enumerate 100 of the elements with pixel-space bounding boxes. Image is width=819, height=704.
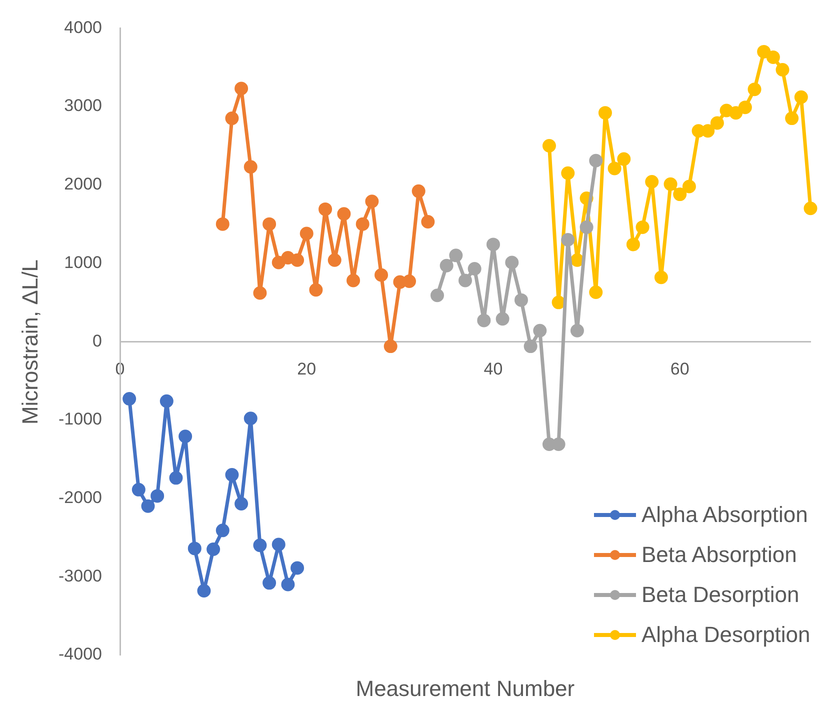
point [449,248,463,262]
point [234,82,248,96]
point [701,124,715,138]
point [617,152,631,166]
point [645,175,659,189]
point [561,166,575,180]
point [300,226,314,240]
y-tick-label: -4000 [58,644,102,664]
point [262,217,276,231]
point [309,283,323,297]
point [748,82,762,96]
point [804,202,818,216]
point [365,194,379,208]
y-tick-label: 3000 [64,96,102,116]
legend-label: Beta Desorption [642,582,800,608]
point [738,100,752,114]
point [440,258,454,272]
point [589,154,603,168]
y-tick-label: 2000 [64,174,102,194]
point [570,253,584,267]
point [141,499,155,513]
point [122,392,136,406]
point [561,232,575,246]
point [290,253,304,267]
point [225,112,239,126]
point [496,312,510,326]
point [262,576,276,590]
y-tick-label: -1000 [58,410,102,429]
point [272,538,286,552]
point [468,262,482,276]
point [589,285,603,299]
x-axis-title: Measurement Number [356,676,575,702]
point [281,578,295,592]
point [533,324,547,338]
point [384,340,398,354]
point [216,524,230,538]
point [505,256,519,270]
point [253,286,267,300]
y-tick-label: 4000 [64,18,102,37]
point [552,296,566,310]
y-axis-title: Microstrain, ΔL/L [17,259,44,424]
point [664,177,678,191]
point [514,293,528,307]
point [570,324,584,338]
point [412,184,426,198]
point [542,138,556,152]
point [178,430,192,444]
point [169,471,183,485]
y-tick-label: 1000 [64,252,102,272]
point [608,162,622,176]
point [766,50,780,64]
point [206,542,220,556]
point [346,274,360,288]
x-tick-label: 60 [670,359,690,378]
point [374,268,388,282]
point [729,106,743,120]
x-tick-label: 20 [297,359,316,378]
point [626,238,640,252]
point [290,561,304,575]
point [430,288,444,302]
point [197,584,211,598]
point [216,217,230,231]
point [253,538,267,552]
y-tick-label: 0 [92,331,102,350]
point [794,90,808,104]
y-tick-label: -3000 [58,566,102,586]
point [458,274,472,288]
point [234,497,248,511]
point [757,44,771,58]
legend-label: Alpha Desorption [642,622,810,648]
point [598,106,612,120]
point [524,340,538,354]
legend-label: Beta Absorption [642,542,797,568]
point [318,202,332,216]
point [682,180,696,194]
point [328,253,342,267]
legend-label: Alpha Absorption [642,502,808,528]
point [636,220,650,234]
point [402,274,416,288]
point [580,220,594,234]
point [272,256,286,270]
point [477,314,491,328]
point [486,238,500,252]
point [225,468,239,482]
point [776,62,790,76]
point [132,482,146,496]
point [244,160,258,174]
y-tick-label: -2000 [58,488,102,507]
point [337,207,351,221]
point [654,270,668,284]
x-tick-label: 40 [484,359,503,378]
point [150,489,164,503]
point [160,394,174,408]
point [356,217,370,231]
point [710,116,724,130]
point [188,542,202,556]
point [673,188,687,202]
point [421,214,435,228]
point [244,412,258,426]
point [785,112,799,126]
